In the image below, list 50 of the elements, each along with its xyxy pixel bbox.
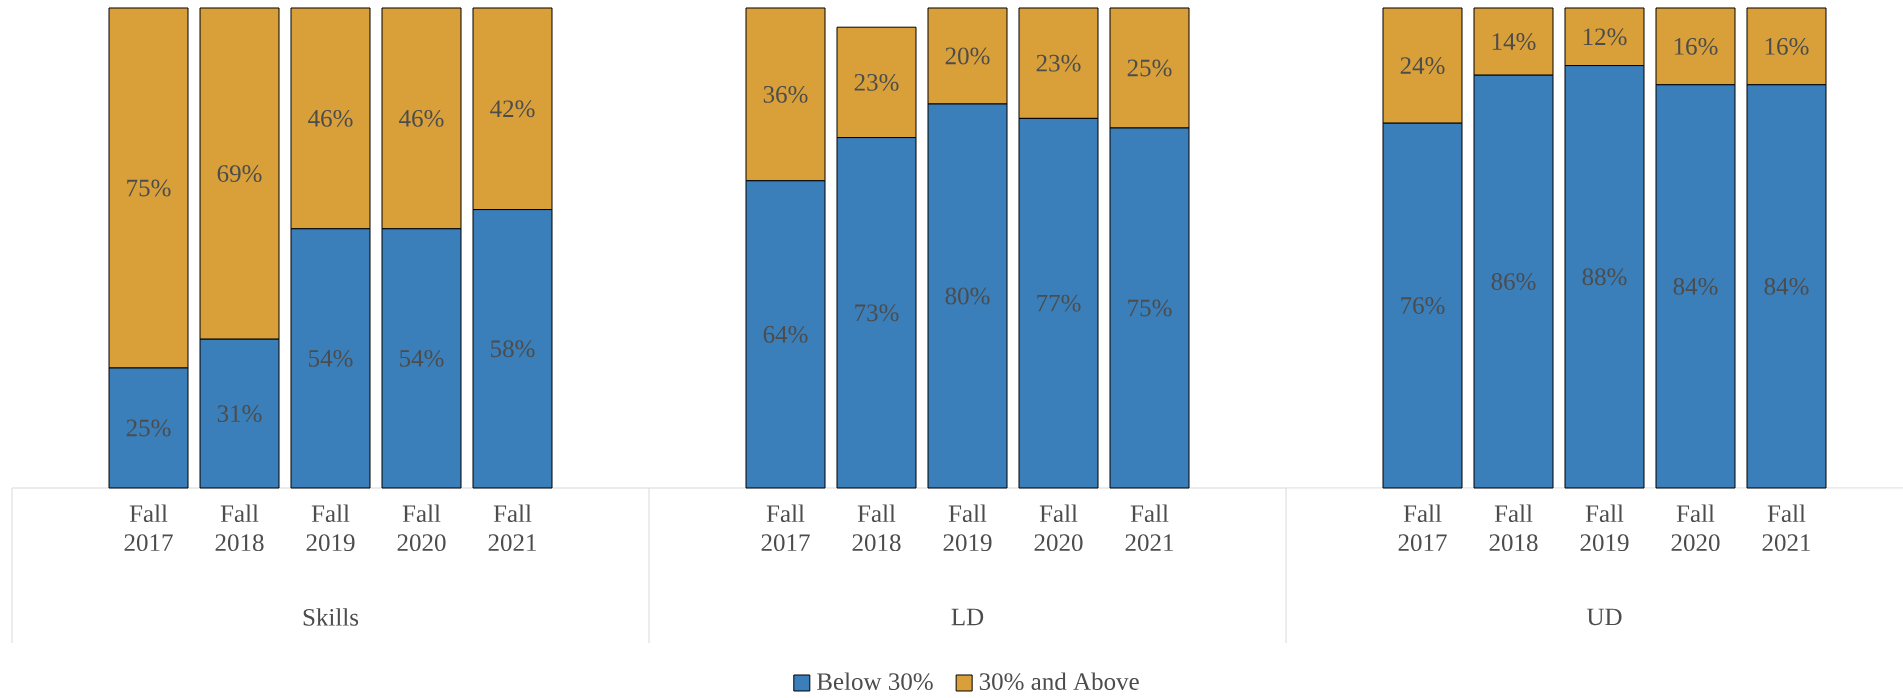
data-label: 31%: [217, 405, 262, 423]
data-label: 54%: [309, 349, 353, 367]
data-label: 77%: [1037, 294, 1081, 312]
x-axis-title: Skills: [303, 608, 359, 626]
data-label: 42%: [490, 100, 535, 118]
data-label: 36%: [763, 85, 808, 103]
data-label: 86%: [1491, 273, 1536, 291]
data-label: 14%: [1492, 33, 1536, 51]
data-label: 25%: [1127, 59, 1172, 77]
legend-label: 30% and Above: [979, 672, 1139, 691]
data-label: 25%: [126, 419, 171, 437]
data-label: 58%: [491, 340, 535, 358]
x-tick-label: Fall 2021: [1762, 504, 1810, 552]
x-tick-label: Fall 2018: [215, 504, 264, 552]
x-axis-title: UD: [1586, 608, 1622, 626]
x-tick-label: Fall 2018: [1489, 504, 1538, 552]
data-label: 80%: [945, 287, 990, 305]
data-label: 69%: [217, 165, 262, 183]
data-label: 46%: [399, 109, 444, 127]
data-label: 20%: [945, 47, 990, 65]
data-label: 64%: [763, 325, 808, 343]
data-label: 84%: [1764, 277, 1809, 295]
data-label: 88%: [1582, 268, 1627, 286]
data-label: 23%: [1036, 54, 1081, 72]
data-label: 84%: [1673, 277, 1718, 295]
data-label: 54%: [400, 349, 444, 367]
x-tick-label: Fall 2021: [488, 504, 536, 552]
x-tick-label: Fall 2020: [1034, 504, 1083, 552]
x-tick-label: Fall 2020: [397, 504, 446, 552]
x-tick-label: Fall 2019: [1580, 504, 1629, 552]
x-tick-label: Fall 2017: [124, 504, 173, 552]
x-tick-label: Fall 2020: [1671, 504, 1720, 552]
data-label: 16%: [1674, 37, 1718, 55]
data-label: 73%: [855, 304, 899, 322]
x-tick-label: Fall 2018: [852, 504, 901, 552]
x-axis-title: LD: [951, 608, 984, 626]
x-tick-label: Fall 2017: [1398, 504, 1447, 552]
x-tick-label: Fall 2019: [306, 504, 355, 552]
data-label: 24%: [1400, 57, 1445, 75]
data-label: 75%: [127, 179, 171, 197]
legend-label: Below 30%: [817, 672, 933, 691]
data-label: 16%: [1765, 37, 1809, 55]
data-label: 23%: [854, 73, 899, 91]
data-label: 46%: [308, 109, 353, 127]
x-tick-label: Fall 2017: [761, 504, 810, 552]
x-tick-label: Fall 2021: [1125, 504, 1173, 552]
data-label: 76%: [1401, 297, 1445, 315]
x-tick-label: Fall 2019: [943, 504, 992, 552]
data-label: 75%: [1128, 299, 1172, 317]
data-label: 12%: [1583, 28, 1627, 46]
